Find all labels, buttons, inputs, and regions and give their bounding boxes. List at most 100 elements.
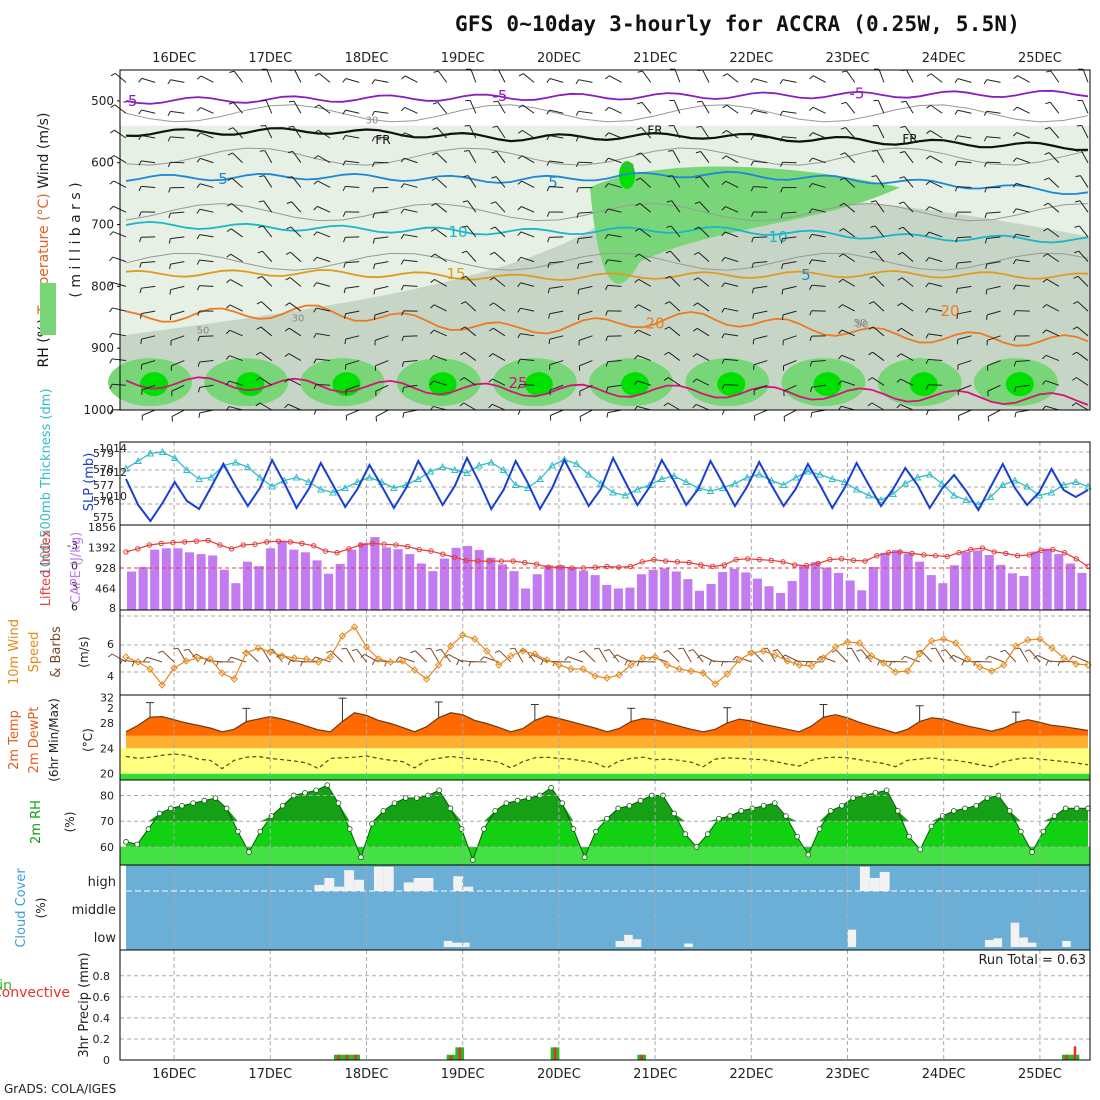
upper-wind-barb bbox=[694, 226, 700, 230]
upper-wind-barb bbox=[957, 186, 972, 188]
pressure-axis-label: ( m i l l i b a r s ) bbox=[68, 182, 84, 297]
wind-speed-marker bbox=[879, 659, 888, 667]
wind-speed-marker bbox=[398, 657, 407, 665]
rh2m-marker bbox=[380, 808, 387, 814]
upper-wind-barb bbox=[812, 106, 826, 114]
upper-wind-barb bbox=[549, 78, 564, 83]
upper-wind-barb bbox=[520, 307, 535, 312]
date-tick-top: 22DEC bbox=[729, 51, 773, 66]
upper-wind-barb bbox=[702, 69, 710, 83]
upper-wind-barb bbox=[957, 109, 972, 114]
upper-wind-barb bbox=[316, 333, 331, 337]
upper-wind-barb bbox=[671, 200, 681, 213]
upper-wind-barb bbox=[434, 253, 447, 263]
upper-wind-barb bbox=[726, 130, 739, 139]
upper-wind-barb bbox=[141, 360, 156, 366]
lifted-index-marker bbox=[510, 558, 516, 564]
upper-wind-barb bbox=[316, 282, 331, 287]
upper-wind-barb bbox=[1077, 275, 1089, 287]
upper-wind-barb bbox=[726, 73, 739, 83]
lifted-index-marker bbox=[569, 565, 575, 571]
upper-wind-barb bbox=[841, 101, 847, 105]
upper-wind-barb bbox=[1045, 101, 1051, 105]
upper-wind-barb bbox=[404, 106, 418, 114]
lifted-index-marker bbox=[416, 546, 422, 553]
lifted-index-marker bbox=[463, 557, 469, 564]
upper-wind-barb bbox=[725, 206, 739, 213]
cape-bar bbox=[1031, 551, 1041, 610]
upper-wind-barb bbox=[666, 200, 672, 203]
upper-wind-barb bbox=[928, 257, 943, 263]
upper-wind-barb bbox=[313, 384, 317, 390]
upper-wind-barb bbox=[491, 176, 497, 179]
upper-wind-barb bbox=[782, 261, 797, 265]
wind-speed-marker bbox=[362, 643, 371, 651]
cape-bar bbox=[335, 563, 345, 610]
thickness-marker bbox=[329, 488, 337, 496]
upper-wind-barb bbox=[197, 310, 200, 316]
upper-wind-barb bbox=[811, 284, 826, 287]
upper-wind-barb bbox=[640, 152, 652, 164]
upper-wind-barb bbox=[284, 378, 289, 383]
upper-wind-barb bbox=[905, 100, 914, 114]
upper-wind-barb bbox=[697, 302, 710, 312]
upper-wind-barb bbox=[200, 107, 214, 114]
rh2m-tick-label: 80 bbox=[100, 789, 114, 802]
cloud-bar-low bbox=[1062, 940, 1071, 947]
rh-shading-layer bbox=[108, 125, 1090, 411]
upper-wind-barb bbox=[259, 175, 265, 178]
upper-wind-barb bbox=[345, 360, 360, 366]
upper-wind-barb bbox=[782, 236, 797, 240]
wind-speed-marker bbox=[747, 649, 756, 657]
cloud-bar-high bbox=[314, 884, 325, 891]
upper-wind-barb bbox=[317, 155, 331, 164]
wind-speed-marker bbox=[1072, 660, 1080, 668]
upper-wind-barb bbox=[316, 358, 331, 362]
upper-wind-barb bbox=[196, 132, 201, 137]
upper-wind-barb bbox=[725, 180, 739, 188]
wind-speed-marker bbox=[495, 661, 503, 669]
wind-speed-marker bbox=[819, 654, 828, 662]
upper-wind-barb bbox=[343, 288, 346, 294]
lifted-index-marker bbox=[299, 540, 305, 547]
upper-wind-barb bbox=[878, 69, 885, 83]
upper-wind-barb bbox=[1015, 284, 1030, 287]
upper-wind-barb bbox=[138, 160, 142, 166]
rh2m-marker bbox=[906, 833, 912, 840]
cape-bar bbox=[428, 571, 438, 610]
wind-speed-marker bbox=[446, 642, 455, 650]
lifted-index-marker bbox=[850, 557, 857, 564]
upper-wind-barb bbox=[983, 111, 988, 116]
rh-contour-line bbox=[125, 252, 1089, 271]
upper-wind-barb bbox=[782, 211, 797, 214]
upper-wind-barb bbox=[1074, 225, 1080, 228]
thickness-marker bbox=[925, 470, 934, 478]
upper-wind-barb bbox=[294, 69, 302, 83]
upper-wind-barb bbox=[636, 152, 642, 156]
cloud-bar-high bbox=[453, 876, 464, 891]
rh2m-marker bbox=[313, 787, 319, 794]
cape-bar bbox=[381, 547, 392, 610]
cloud-bar-low bbox=[1019, 937, 1028, 947]
surface-wind-barb bbox=[440, 649, 452, 663]
upper-wind-barb bbox=[578, 79, 593, 83]
upper-wind-barb bbox=[258, 225, 264, 228]
cape-bar bbox=[625, 587, 635, 610]
upper-wind-barb bbox=[575, 136, 579, 142]
rh2m-marker bbox=[928, 823, 935, 830]
upper-wind-barb bbox=[549, 160, 564, 164]
upper-wind-barb bbox=[1071, 402, 1077, 407]
wind-speed-marker bbox=[663, 661, 671, 669]
lifted-index-marker bbox=[346, 546, 352, 552]
cape-bar bbox=[868, 567, 878, 610]
upper-wind-barb bbox=[903, 201, 914, 213]
upper-wind-barb bbox=[403, 183, 418, 188]
upper-wind-barb bbox=[1012, 233, 1017, 239]
wind-speed-marker bbox=[891, 668, 900, 676]
thickness-marker bbox=[877, 495, 885, 503]
upper-wind-barb bbox=[900, 125, 906, 128]
surface-wind-barb bbox=[468, 661, 472, 667]
upper-wind-barb bbox=[550, 409, 564, 416]
wind10m-frame bbox=[119, 609, 1091, 696]
